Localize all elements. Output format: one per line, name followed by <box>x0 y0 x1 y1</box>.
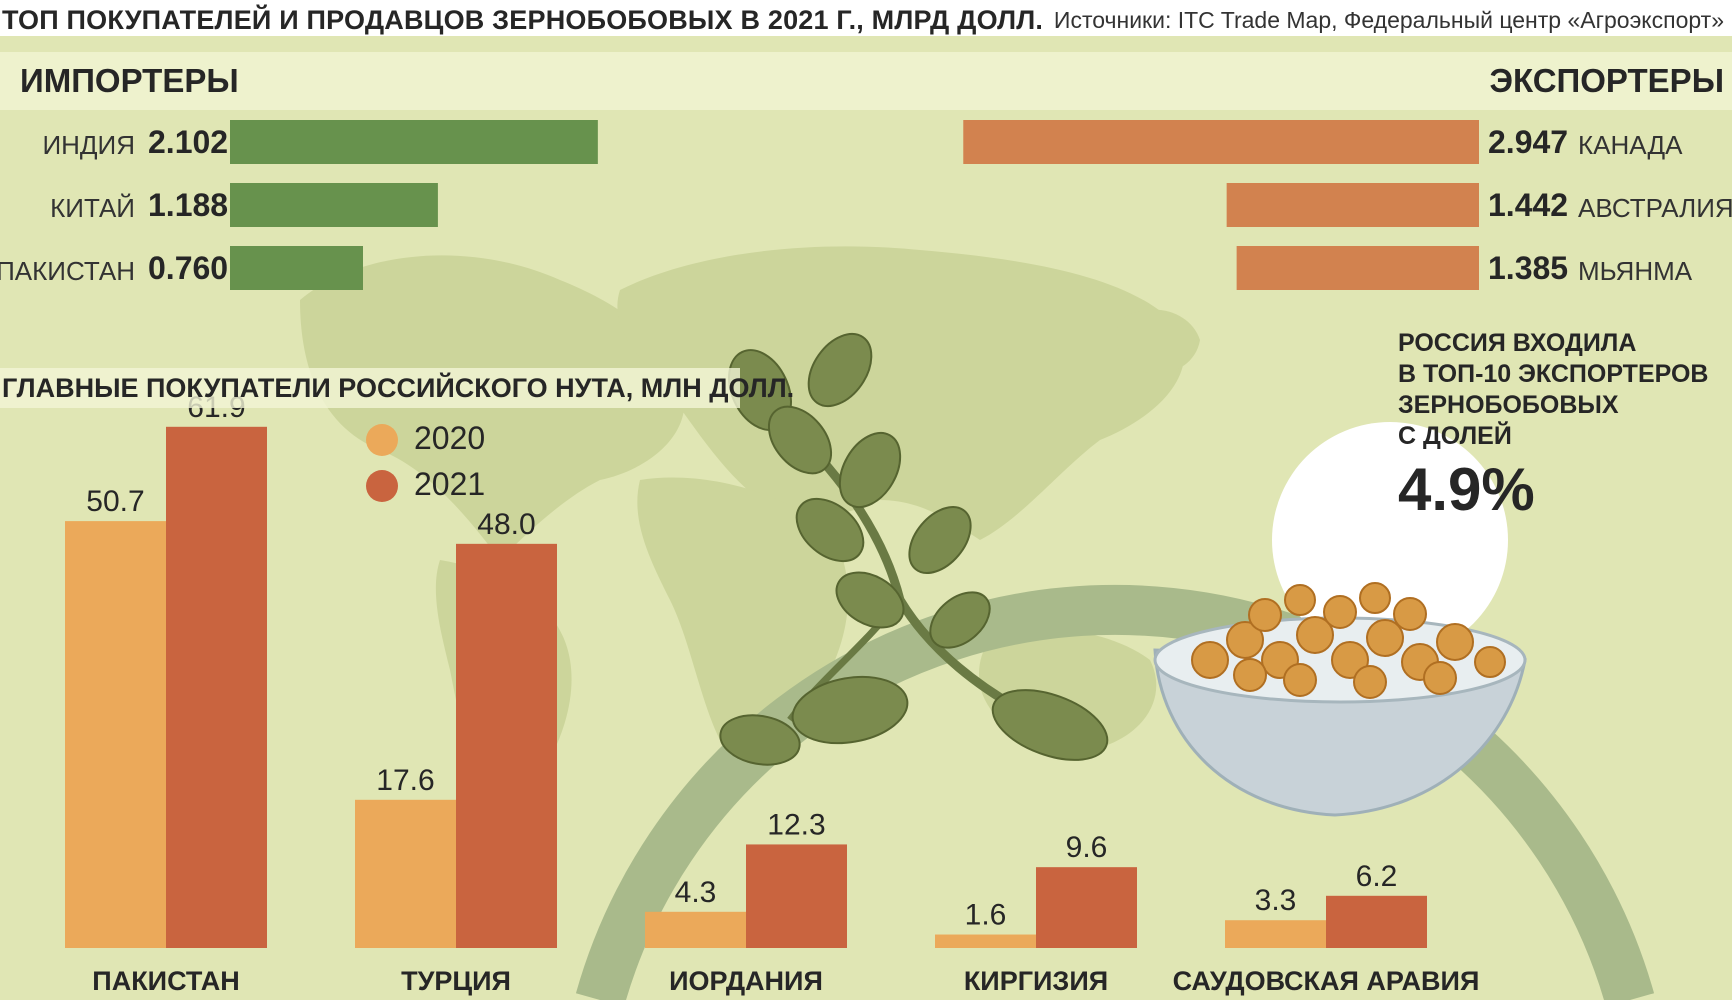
chickpea-bowl-illustration <box>1153 582 1527 817</box>
importer-value: 1.188 <box>148 187 229 223</box>
note-line: ЗЕРНОБОБОВЫХ <box>1398 391 1619 419</box>
chickpea-plant-illustration <box>719 332 1109 766</box>
legend-label-2020: 2020 <box>414 420 486 456</box>
exporter-bar <box>1236 246 1479 290</box>
bar-2021 <box>1326 895 1427 948</box>
header-band <box>0 0 1732 36</box>
category-label: САУДОВСКАЯ АРАВИЯ <box>1173 966 1480 996</box>
importer-bar <box>230 246 363 290</box>
legend-swatch-2021 <box>366 470 398 502</box>
exporter-country: МЬЯНМА <box>1578 256 1693 286</box>
bar-2020 <box>355 799 456 948</box>
exporter-value: 1.385 <box>1488 250 1569 286</box>
note-line: РОССИЯ ВХОДИЛА <box>1398 329 1637 357</box>
data-label: 4.3 <box>675 876 717 909</box>
importer-bar <box>230 183 438 227</box>
chickpea-bars: 50.761.9ПАКИСТАН17.648.0ТУРЦИЯ4.312.3ИОР… <box>65 391 1479 996</box>
note-line: С ДОЛЕЙ <box>1398 422 1512 450</box>
section-band <box>0 52 1732 110</box>
importer-value: 0.760 <box>148 250 229 286</box>
importers-heading: ИМПОРТЕРЫ <box>20 62 239 99</box>
bar-2021 <box>456 543 557 948</box>
bar-2020 <box>1225 920 1326 948</box>
bar-2020 <box>65 521 166 948</box>
chart-title: ГЛАВНЫЕ ПОКУПАТЕЛИ РОССИЙСКОГО НУТА, МЛН… <box>2 373 795 403</box>
importer-bars <box>230 120 598 290</box>
data-label: 6.2 <box>1356 860 1398 893</box>
chart-title-band <box>0 368 740 408</box>
importer-value: 2.102 <box>148 124 229 160</box>
category-label: ТУРЦИЯ <box>401 966 511 996</box>
data-label: 1.6 <box>965 899 1007 932</box>
exporter-bars <box>963 120 1479 290</box>
importer-bar <box>230 120 598 164</box>
note-line: В ТОП-10 ЭКСПОРТЕРОВ <box>1398 360 1709 388</box>
bar-2020 <box>935 934 1036 948</box>
exporter-value: 2.947 <box>1488 124 1569 160</box>
source-note: Источники: ITC Trade Map, Федеральный це… <box>1053 7 1724 33</box>
exporter-country: КАНАДА <box>1578 130 1683 160</box>
data-label: 3.3 <box>1255 884 1297 917</box>
importer-country: КИТАЙ <box>50 193 135 223</box>
data-label: 12.3 <box>767 808 825 841</box>
page-title: ТОП ПОКУПАТЕЛЕЙ И ПРОДАВЦОВ ЗЕРНОБОБОВЫХ… <box>2 5 1044 35</box>
exporter-value: 1.442 <box>1488 187 1569 223</box>
data-label: 9.6 <box>1066 831 1108 864</box>
bar-2020 <box>645 911 746 948</box>
importer-country: ПАКИСТАН <box>0 256 135 286</box>
russia-share-value: 4.9% <box>1398 456 1535 523</box>
category-label: КИРГИЗИЯ <box>964 966 1108 996</box>
exporter-bar <box>963 120 1479 164</box>
data-label: 17.6 <box>376 764 434 797</box>
exporter-country: АВСТРАЛИЯ <box>1578 193 1732 223</box>
legend-swatch-2020 <box>366 424 398 456</box>
importer-country: ИНДИЯ <box>42 130 135 160</box>
bar-2021 <box>166 426 267 948</box>
exporter-bar <box>1226 183 1479 227</box>
data-label: 48.0 <box>477 508 535 541</box>
legend-label-2021: 2021 <box>414 466 486 502</box>
data-label: 50.7 <box>86 485 144 518</box>
category-label: ПАКИСТАН <box>92 966 239 996</box>
russia-share-note: РОССИЯ ВХОДИЛА В ТОП-10 ЭКСПОРТЕРОВ ЗЕРН… <box>1398 328 1728 452</box>
bar-2021 <box>746 844 847 948</box>
exporters-heading: ЭКСПОРТЕРЫ <box>1489 62 1724 99</box>
bar-2021 <box>1036 867 1137 948</box>
category-label: ИОРДАНИЯ <box>669 966 823 996</box>
